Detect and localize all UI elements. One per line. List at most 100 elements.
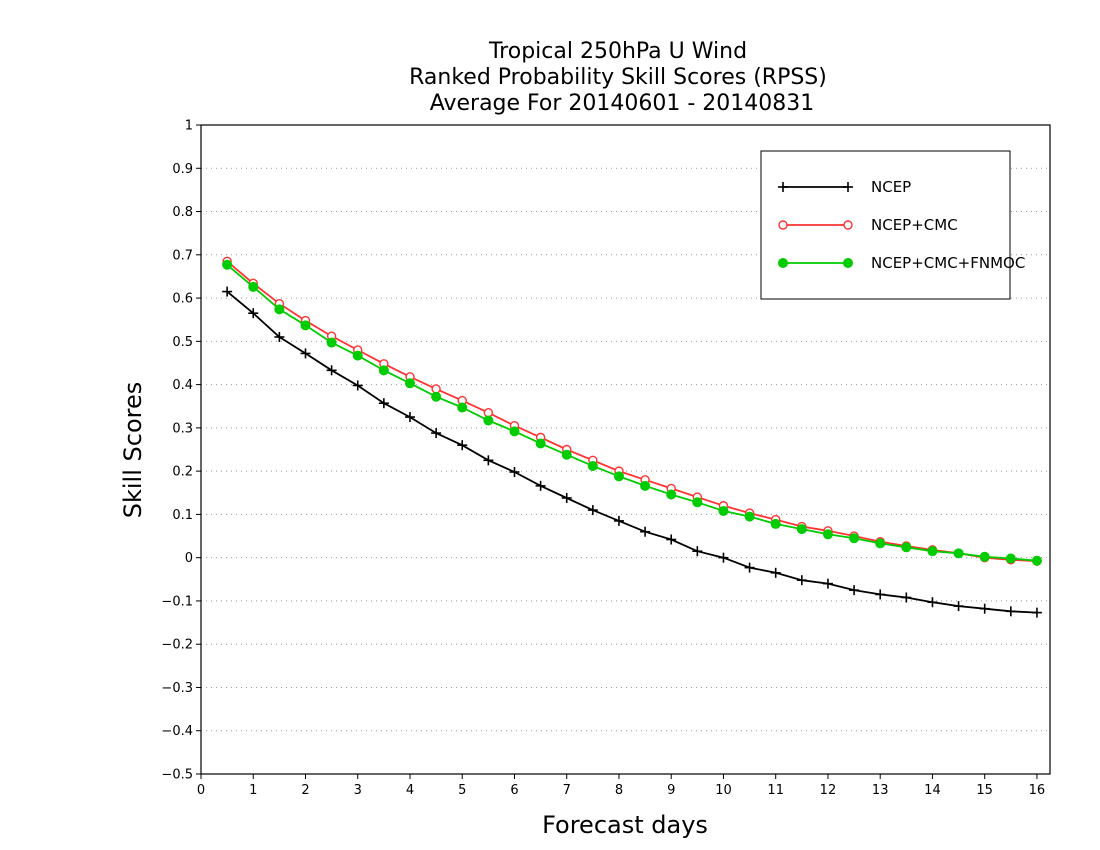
- series-line-ncep-cmc: [226, 260, 1037, 562]
- legend-marker: [778, 258, 788, 268]
- x-tick-label: 8: [615, 783, 623, 798]
- y-tick-label: −0.2: [161, 638, 193, 653]
- data-point-ncep: [692, 546, 703, 557]
- data-point-ncep: [274, 332, 285, 343]
- y-tick-label: 0.5: [172, 335, 193, 350]
- x-tick-label: 12: [820, 783, 837, 798]
- data-point-ncep: [483, 455, 494, 466]
- y-tick-label: −0.3: [161, 681, 193, 696]
- data-point-ncep-cmc-fnmoc: [901, 542, 912, 553]
- data-point-ncep-cmc-fnmoc: [535, 438, 546, 449]
- data-point-ncep-cmc-fnmoc: [718, 505, 729, 516]
- data-point-ncep-cmc-fnmoc: [378, 365, 389, 376]
- x-tick-label: 10: [715, 783, 732, 798]
- y-tick-label: 0.7: [172, 248, 193, 263]
- x-tick-label: 11: [767, 783, 784, 798]
- data-point-ncep: [979, 603, 990, 614]
- data-point-ncep: [744, 562, 755, 573]
- data-point-ncep: [796, 575, 807, 586]
- data-point-ncep: [822, 578, 833, 589]
- data-point-ncep-cmc-fnmoc: [666, 489, 677, 500]
- data-point-ncep: [901, 592, 912, 603]
- legend-label: NCEP+CMC+FNMOC: [871, 254, 1025, 272]
- x-tick-label: 6: [510, 783, 518, 798]
- y-tick-label: 1: [185, 119, 193, 134]
- data-point-ncep: [1005, 606, 1016, 617]
- data-point-ncep-cmc-fnmoc: [744, 511, 755, 522]
- data-point-ncep-cmc-fnmoc: [587, 460, 598, 471]
- data-point-ncep-cmc-fnmoc: [692, 497, 703, 508]
- data-point-ncep-cmc-fnmoc: [613, 471, 624, 482]
- data-point-ncep-cmc-fnmoc: [796, 524, 807, 535]
- series-ncep-cmc: [222, 256, 1042, 566]
- data-point-ncep-cmc-fnmoc: [979, 551, 990, 562]
- data-point-ncep-cmc-fnmoc: [248, 281, 259, 292]
- series-line-ncep: [226, 290, 1037, 614]
- x-tick-label: 5: [458, 783, 466, 798]
- chart-title-line-2: Ranked Probability Skill Scores (RPSS): [409, 65, 827, 90]
- x-tick-label: 15: [976, 783, 993, 798]
- legend-item: NCEP+CMC+FNMOC: [778, 254, 1025, 272]
- data-point-ncep: [875, 589, 886, 600]
- data-point-ncep: [509, 466, 520, 477]
- y-tick-label: −0.4: [161, 724, 193, 739]
- data-point-ncep: [404, 412, 415, 423]
- data-point-ncep-cmc-fnmoc: [509, 426, 520, 437]
- chart-title-line-3: Average For 20140601 - 20140831: [430, 91, 815, 116]
- x-tick-label: 16: [1029, 783, 1046, 798]
- data-point-ncep: [222, 286, 233, 297]
- data-point-ncep-cmc-fnmoc: [849, 533, 860, 544]
- data-point-ncep-cmc-fnmoc: [770, 518, 781, 529]
- x-tick-label: 14: [924, 783, 941, 798]
- y-tick-label: 0.1: [172, 508, 193, 523]
- legend-label: NCEP+CMC: [871, 216, 958, 234]
- data-point-ncep: [718, 552, 729, 563]
- y-tick-label: −0.5: [161, 768, 193, 783]
- y-tick-label: 0.2: [172, 465, 193, 480]
- y-tick-label: 0: [185, 551, 193, 566]
- legend-item: NCEP+CMC: [778, 216, 958, 234]
- series-line-ncep-cmc-fnmoc: [226, 264, 1037, 562]
- data-point-ncep: [666, 534, 677, 545]
- axis-ticks: −0.5 −0.4 −0.3 −0.2 −0.1 0 0.1 0.2 0.3 0.4 0.5 0.6 0…: [161, 119, 1045, 799]
- data-point-ncep: [326, 365, 337, 376]
- data-point-ncep: [770, 567, 781, 578]
- data-point-ncep-cmc-fnmoc: [457, 402, 468, 413]
- data-point-ncep: [535, 480, 546, 491]
- y-axis-title: Skill Scores: [119, 382, 147, 519]
- x-tick-label: 0: [197, 783, 205, 798]
- y-tick-label: −0.1: [161, 594, 193, 609]
- x-tick-label: 3: [354, 783, 362, 798]
- chart-title: Tropical 250hPa U Wind Ranked Probabilit…: [409, 39, 827, 116]
- legend-marker: [843, 220, 853, 230]
- y-tick-label: 0.4: [172, 378, 193, 393]
- legend-marker: [843, 182, 853, 192]
- data-point-ncep: [352, 380, 363, 391]
- data-point-ncep: [1031, 607, 1042, 618]
- data-point-ncep: [640, 526, 651, 537]
- data-point-ncep-cmc-fnmoc: [1005, 553, 1016, 564]
- legend-marker: [778, 220, 788, 230]
- data-point-ncep-cmc-fnmoc: [352, 350, 363, 361]
- data-point-ncep-cmc-fnmoc: [1031, 555, 1042, 566]
- data-point-ncep-cmc-fnmoc: [483, 415, 494, 426]
- y-tick-label: 0.6: [172, 292, 193, 307]
- x-axis-title: Forecast days: [542, 811, 708, 839]
- legend-label: NCEP: [871, 178, 911, 196]
- data-point-ncep: [613, 515, 624, 526]
- x-tick-label: 13: [872, 783, 889, 798]
- x-tick-label: 9: [667, 783, 675, 798]
- data-point-ncep: [431, 428, 442, 439]
- x-tick-label: 7: [563, 783, 571, 798]
- data-point-ncep: [248, 308, 259, 319]
- data-point-ncep-cmc-fnmoc: [875, 538, 886, 549]
- data-point-ncep-cmc-fnmoc: [927, 546, 938, 557]
- data-point-ncep-cmc-fnmoc: [431, 391, 442, 402]
- series-ncep: [222, 286, 1042, 618]
- y-tick-label: 0.9: [172, 162, 193, 177]
- data-point-ncep-cmc-fnmoc: [326, 337, 337, 348]
- y-tick-label: 0.3: [172, 421, 193, 436]
- series-ncep-cmc-fnmoc: [222, 259, 1042, 566]
- legend-marker: [843, 258, 853, 268]
